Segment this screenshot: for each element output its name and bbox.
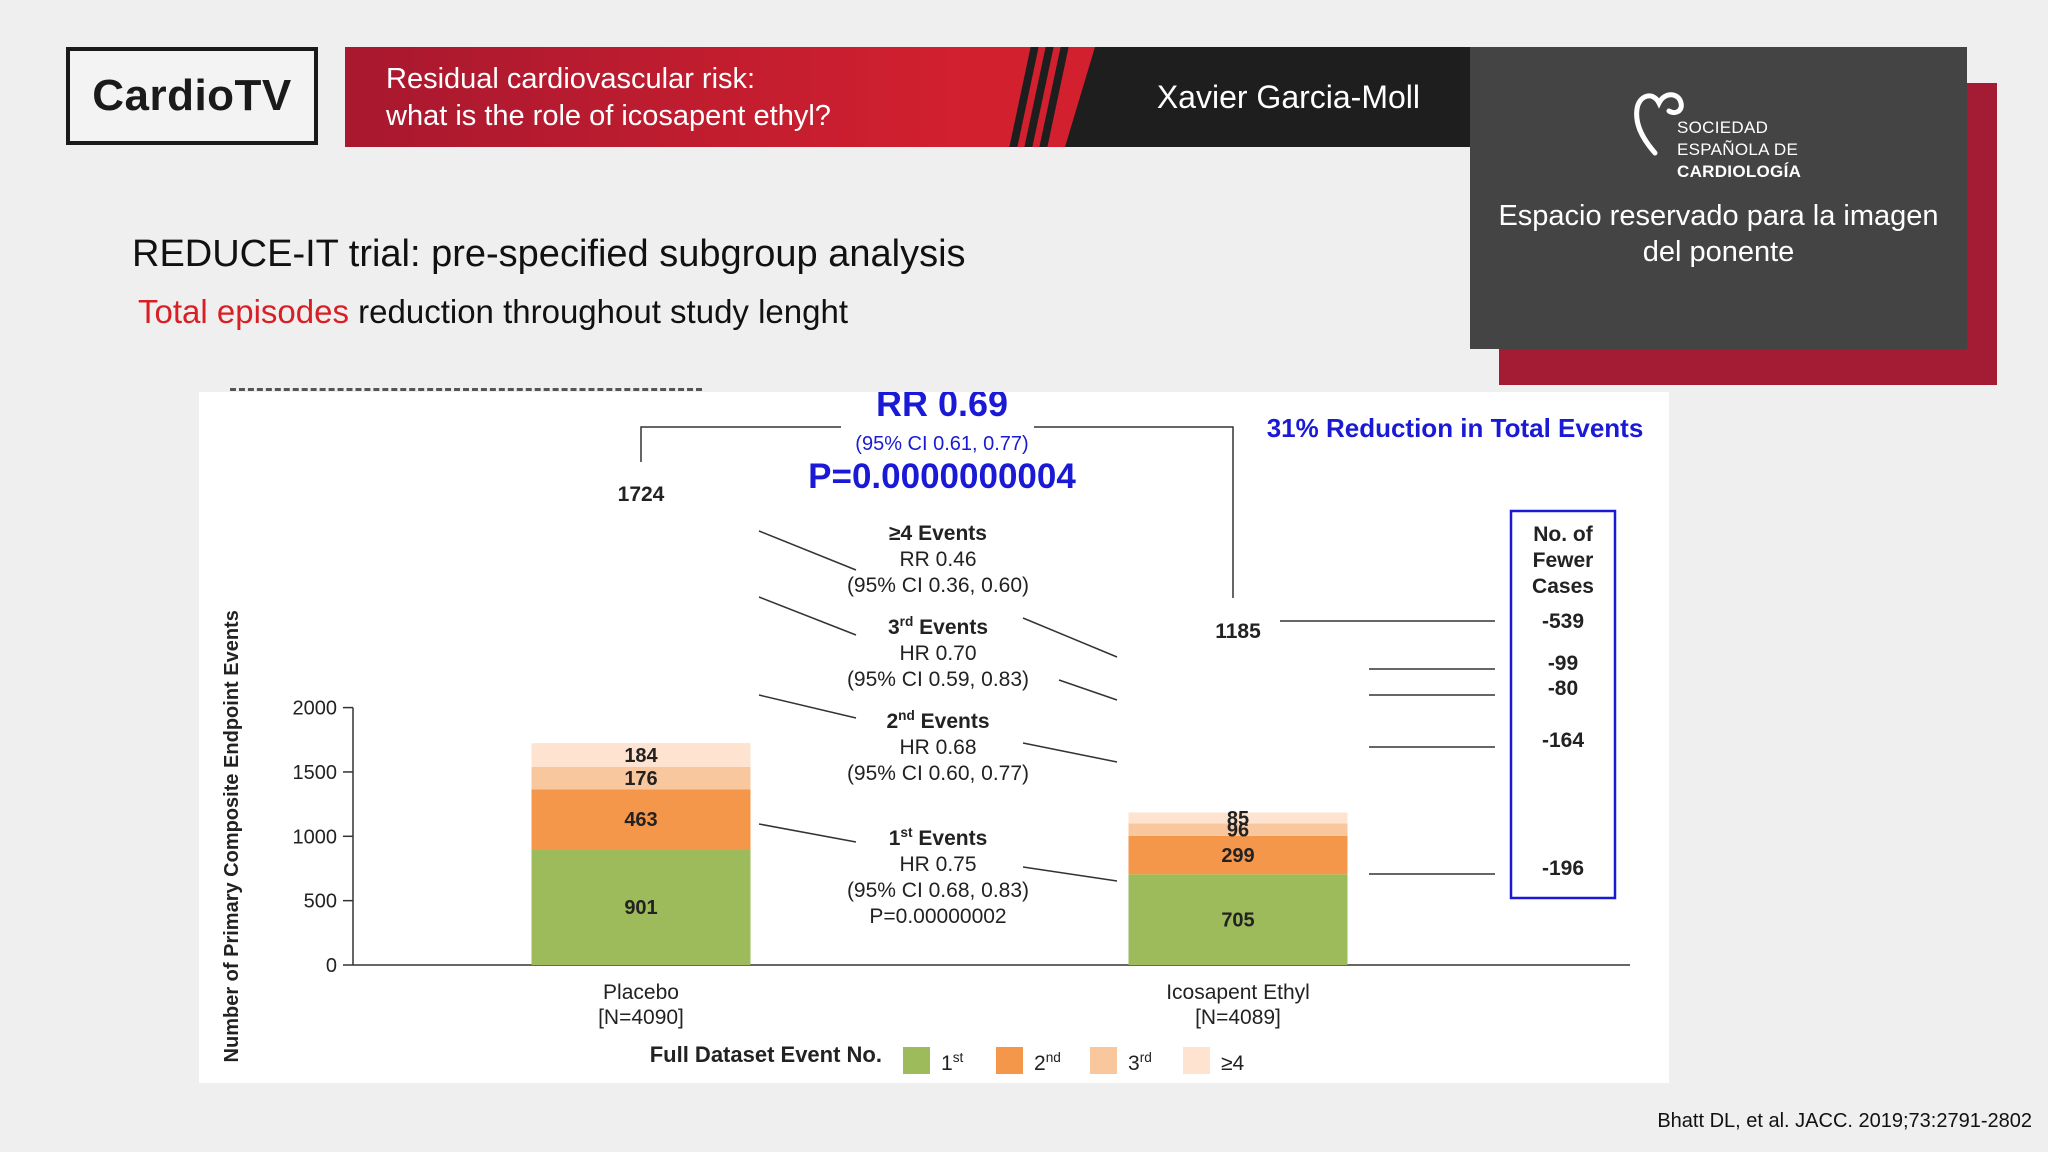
legend-label: 3rd	[1128, 1050, 1152, 1075]
rr-p-value: P=0.0000000004	[808, 457, 1076, 496]
stacked-bar-chart: 0 500 1000 1500 2000 Number of Primary Compos…	[221, 383, 1644, 1075]
annotation-ratio: HR 0.68	[899, 736, 976, 759]
talk-title: Residual cardiovascular risk: what is th…	[386, 61, 831, 135]
fewer-cases-value: -80	[1548, 677, 1578, 700]
dashed-divider	[230, 388, 702, 391]
bar-value-label: 463	[624, 809, 657, 831]
fewer-cases-value: -196	[1542, 857, 1584, 880]
sec-logo-line1: SOCIEDAD	[1677, 118, 1769, 137]
x-category-label: Placebo	[603, 981, 679, 1004]
legend-label: ≥4	[1221, 1052, 1245, 1075]
annotation-title: 3rd Events	[888, 614, 988, 639]
annotation-ci: (95% CI 0.68, 0.83)	[847, 879, 1029, 902]
speaker-image-placeholder: Espacio reservado para la imagen del pon…	[1470, 198, 1967, 270]
sec-logo-line2: ESPAÑOLA DE	[1677, 140, 1799, 159]
annotation-ci: (95% CI 0.60, 0.77)	[847, 762, 1029, 785]
bar-value-label: 96	[1227, 820, 1249, 842]
cardiotv-logo: CardioTV	[66, 47, 318, 145]
annotation-ratio: HR 0.75	[899, 853, 976, 876]
bar-segment	[531, 743, 751, 767]
bar-total-label: 1185	[1215, 620, 1261, 643]
fewer-cases-value: -164	[1542, 729, 1584, 752]
y-tick-label: 500	[304, 891, 337, 913]
annotation-title: ≥4 Events	[889, 522, 987, 545]
heart-logo-icon	[1634, 92, 1684, 156]
annotation-ratio: HR 0.70	[899, 642, 976, 665]
legend-label: 1st	[941, 1050, 964, 1075]
bar-segment	[1128, 812, 1348, 824]
annotation-ci: (95% CI 0.36, 0.60)	[847, 574, 1029, 597]
rr-ci: (95% CI 0.61, 0.77)	[855, 433, 1028, 455]
annotation-title: 1st Events	[889, 825, 988, 850]
annotation-connector	[758, 823, 857, 843]
annotation-connector	[758, 694, 857, 719]
annotation-connector	[1022, 742, 1118, 763]
legend-swatch	[903, 1047, 930, 1074]
citation: Bhatt DL, et al. JACC. 2019;73:2791-2802	[1657, 1110, 2032, 1132]
bar-segment	[1128, 874, 1348, 965]
speaker-name: Xavier Garcia-Moll	[1156, 78, 1420, 115]
annotation-connector	[758, 530, 857, 571]
bar-segment	[1128, 835, 1348, 875]
annotation-ratio: RR 0.46	[899, 548, 976, 571]
y-tick-label: 1000	[293, 826, 338, 848]
legend-swatch	[996, 1047, 1023, 1074]
y-tick-label: 0	[326, 955, 337, 977]
bar-value-label: 299	[1221, 845, 1254, 867]
fewer-cases-title: Cases	[1532, 575, 1594, 598]
annotation-connector	[1058, 679, 1118, 701]
bar-value-label: 901	[624, 897, 657, 919]
bar-segment	[1128, 823, 1348, 836]
legend-swatch	[1183, 1047, 1210, 1074]
subtitle-highlight: Total episodes	[138, 293, 349, 330]
chart-panel: 0 500 1000 1500 2000 Number of Primary Compos…	[199, 383, 1669, 1083]
sponsor-panel: SOCIEDAD ESPAÑOLA DE CARDIOLOGÍA Espacio…	[1470, 47, 1967, 349]
fewer-cases-box	[1509, 509, 1617, 900]
y-tick-label: 2000	[293, 698, 338, 720]
placeholder-line1: Espacio reservado para la imagen	[1498, 200, 1939, 232]
sec-logo-line3: CARDIOLOGÍA	[1677, 162, 1802, 181]
talk-title-line2: what is the role of icosapent ethyl?	[386, 100, 831, 132]
bar-value-label: 176	[624, 768, 657, 790]
fewer-cases-value: -99	[1548, 652, 1578, 675]
slide-title: REDUCE-IT trial: pre-specified subgroup …	[132, 233, 966, 275]
sec-logo-text: SOCIEDAD ESPAÑOLA DE CARDIOLOGÍA	[1677, 117, 1801, 183]
rr-bracket-left	[640, 426, 841, 462]
y-tick-label: 1500	[293, 762, 338, 784]
y-axis-title: Number of Primary Composite Endpoint Eve…	[221, 610, 243, 1062]
talk-title-line1: Residual cardiovascular risk:	[386, 63, 756, 95]
annotation-p: P=0.00000002	[869, 905, 1006, 928]
annotation-connector	[1022, 866, 1118, 882]
legend-swatch	[1090, 1047, 1117, 1074]
title-banner: Residual cardiovascular risk: what is th…	[345, 47, 1475, 147]
x-category-sublabel: [N=4090]	[598, 1006, 684, 1029]
annotation-ci: (95% CI 0.59, 0.83)	[847, 668, 1029, 691]
x-category-sublabel: [N=4089]	[1195, 1006, 1281, 1029]
annotation-connector	[758, 596, 857, 636]
rr-bracket-right	[1034, 426, 1234, 598]
fewer-cases-value: -539	[1542, 610, 1584, 633]
placeholder-line2: del ponente	[1642, 236, 1795, 268]
bar-value-label: 85	[1227, 808, 1249, 830]
bar-segment	[531, 766, 751, 790]
fewer-cases-title: Fewer	[1533, 549, 1594, 572]
legend-title: Full Dataset Event No.	[650, 1042, 882, 1067]
bar-value-label: 705	[1221, 910, 1254, 932]
legend-label: 2nd	[1034, 1050, 1061, 1075]
bar-segment	[531, 849, 751, 965]
fewer-cases-title: No. of	[1533, 523, 1593, 546]
bar-value-label: 184	[624, 745, 658, 767]
slide-subtitle: Total episodes reduction throughout stud…	[138, 293, 848, 331]
rr-title: RR 0.69	[876, 392, 1008, 424]
bar-segment	[531, 789, 751, 850]
subtitle-rest: reduction throughout study lenght	[348, 293, 848, 330]
bar-total-label: 1724	[618, 483, 665, 506]
annotation-connector	[1022, 617, 1118, 658]
reduction-label: 31% Reduction in Total Events	[1267, 413, 1644, 443]
speaker-panel	[1065, 47, 1475, 147]
x-category-label: Icosapent Ethyl	[1166, 981, 1310, 1004]
annotation-title: 2nd Events	[886, 708, 989, 733]
